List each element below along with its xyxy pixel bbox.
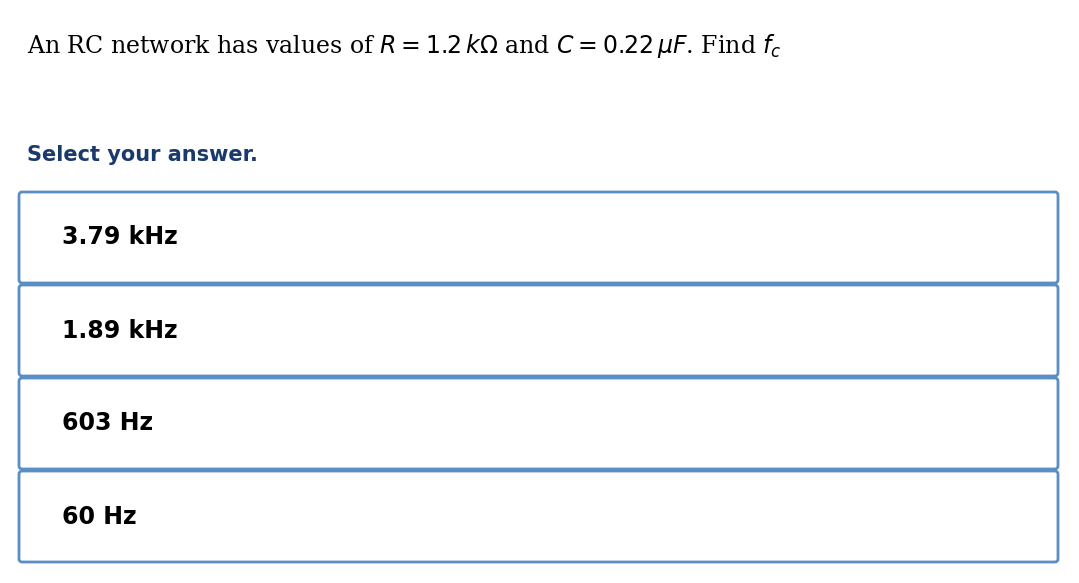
FancyBboxPatch shape xyxy=(19,285,1058,376)
Text: 60 Hz: 60 Hz xyxy=(62,504,137,529)
Text: An RC network has values of $R = 1.2\, k\Omega$ and $C = 0.22\, \mu F$. Find $f_: An RC network has values of $R = 1.2\, k… xyxy=(27,32,782,60)
Text: 1.89 kHz: 1.89 kHz xyxy=(62,318,178,342)
FancyBboxPatch shape xyxy=(19,378,1058,469)
FancyBboxPatch shape xyxy=(19,192,1058,283)
FancyBboxPatch shape xyxy=(19,471,1058,562)
Text: 3.79 kHz: 3.79 kHz xyxy=(62,226,178,250)
Text: Select your answer.: Select your answer. xyxy=(27,145,258,165)
Text: 603 Hz: 603 Hz xyxy=(62,412,153,436)
